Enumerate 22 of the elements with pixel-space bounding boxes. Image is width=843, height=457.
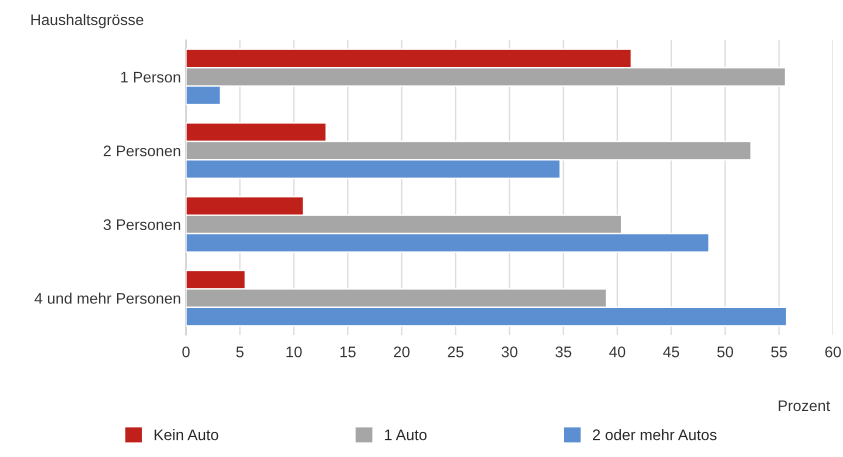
x-tick-label: 25 (448, 346, 464, 358)
x-tick-label: 10 (286, 346, 302, 358)
x-tick-label: 20 (394, 346, 410, 358)
y-tick-label: 1 Person (121, 72, 180, 83)
x-tick-label: 30 (502, 346, 518, 358)
x-tick-label: 45 (663, 346, 680, 358)
y-tick-label: 2 Personen (104, 145, 180, 156)
x-tick-label: 5 (236, 346, 244, 358)
y-tick-label: 4 und mehr Personen (34, 292, 180, 304)
y-axis-title: Haushaltsgrösse (31, 14, 144, 28)
y-tick-label: 3 Personen (104, 219, 180, 230)
x-axis-title: Prozent (778, 400, 830, 412)
x-tick-label: 55 (771, 346, 787, 358)
x-tick-label: 40 (609, 346, 626, 358)
x-tick-label: 60 (825, 346, 841, 358)
x-tick-label: 50 (717, 346, 734, 358)
x-tick-label: 15 (340, 346, 356, 358)
legend-label: Kein Auto (154, 429, 218, 440)
x-tick-label: 35 (556, 346, 572, 358)
legend-label: 2 oder mehr Autos (592, 429, 716, 440)
x-tick-label: 0 (182, 346, 190, 358)
legend-label: 1 Auto (385, 430, 427, 440)
